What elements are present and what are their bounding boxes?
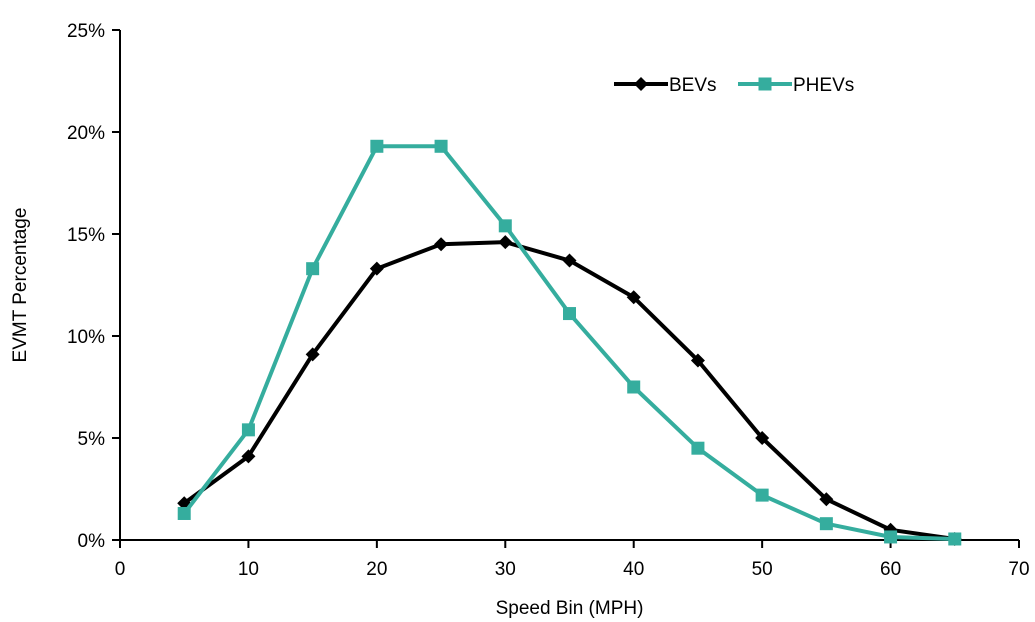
x-tick-label: 0 xyxy=(115,559,126,580)
data-point-phevs xyxy=(627,380,641,394)
legend-label-bevs: BEVs xyxy=(669,75,717,96)
data-point-bevs xyxy=(369,261,384,276)
x-tick-label: 50 xyxy=(752,559,773,580)
series-bevs xyxy=(177,235,962,546)
y-axis-ticks: 0% 5% 10% 15% 20% 25% xyxy=(67,21,120,552)
data-point-phevs xyxy=(370,139,384,153)
data-point-phevs xyxy=(177,506,191,520)
legend-marker-bevs xyxy=(634,77,648,91)
x-tick-label: 10 xyxy=(238,559,259,580)
x-axis-ticks: 0 10 20 30 40 50 60 70 xyxy=(115,540,1030,580)
x-tick-label: 40 xyxy=(623,559,644,580)
data-point-phevs xyxy=(498,219,512,233)
y-tick-label: 10% xyxy=(67,327,105,348)
data-point-phevs xyxy=(241,423,255,437)
series-layer xyxy=(177,139,962,546)
data-point-bevs xyxy=(562,253,577,268)
series-line-phevs xyxy=(182,144,955,541)
x-tick-label: 60 xyxy=(880,559,901,580)
data-point-bevs xyxy=(626,290,641,305)
y-tick-label: 5% xyxy=(78,429,106,450)
data-point-bevs xyxy=(305,347,320,362)
data-point-phevs xyxy=(755,488,769,502)
y-tick-label: 0% xyxy=(78,531,106,552)
legend-item-bevs: BEVs xyxy=(614,75,717,96)
y-tick-label: 15% xyxy=(67,225,105,246)
y-axis-title: EVMT Percentage xyxy=(10,208,31,363)
data-point-phevs xyxy=(884,530,898,544)
data-point-phevs xyxy=(306,262,320,276)
series-line-bevs xyxy=(183,240,956,541)
legend-item-phevs: PHEVs xyxy=(738,75,854,96)
data-point-bevs xyxy=(755,431,770,445)
data-point-phevs xyxy=(563,307,576,321)
data-point-phevs xyxy=(819,517,833,531)
legend-marker-phevs xyxy=(758,77,772,91)
data-point-bevs xyxy=(434,237,449,252)
data-point-phevs xyxy=(948,532,962,546)
x-tick-label: 20 xyxy=(366,559,387,580)
data-point-bevs xyxy=(819,492,834,507)
y-tick-label: 25% xyxy=(67,21,105,42)
data-point-phevs xyxy=(691,441,705,455)
x-tick-label: 30 xyxy=(495,559,516,580)
data-point-phevs xyxy=(434,139,448,153)
data-point-bevs xyxy=(241,449,256,464)
axes xyxy=(119,30,1019,541)
series-phevs xyxy=(177,139,962,546)
y-tick-label: 20% xyxy=(67,123,105,144)
x-tick-label: 70 xyxy=(1008,559,1029,580)
data-point-bevs xyxy=(498,235,513,250)
legend: BEVs PHEVs xyxy=(614,75,854,96)
legend-label-phevs: PHEVs xyxy=(793,75,854,96)
data-point-bevs xyxy=(690,353,705,368)
x-axis-title: Speed Bin (MPH) xyxy=(496,598,644,619)
